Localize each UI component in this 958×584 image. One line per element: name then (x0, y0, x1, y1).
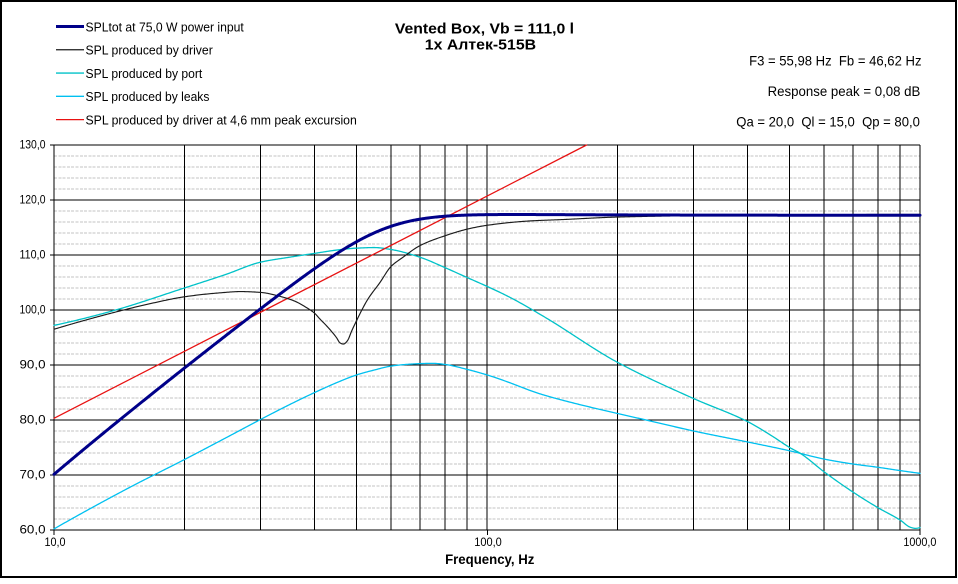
svg-text:Qa = 20,0 Ql = 15,0 Qp = 80,: Qa = 20,0 Ql = 15,0 Qp = 80,0 (736, 113, 920, 129)
svg-text:120,0: 120,0 (20, 194, 46, 206)
svg-text:90,0: 90,0 (20, 359, 46, 371)
svg-text:100,0: 100,0 (20, 304, 46, 316)
svg-text:60,0: 60,0 (20, 524, 46, 536)
svg-text:F3 = 55,98 Hz Fb = 46,62 Hz: F3 = 55,98 Hz Fb = 46,62 Hz (749, 53, 921, 69)
svg-text:Vented Box, Vb = 111,0 l: Vented Box, Vb = 111,0 l (395, 20, 574, 37)
svg-text:80,0: 80,0 (20, 414, 46, 426)
svg-text:SPL produced by driver: SPL produced by driver (86, 44, 213, 58)
svg-text:SPL produced by port: SPL produced by port (86, 67, 203, 81)
svg-text:1000,0: 1000,0 (903, 537, 936, 549)
svg-text:100,0: 100,0 (474, 537, 502, 549)
svg-text:110,0: 110,0 (20, 249, 46, 261)
svg-text:130,0: 130,0 (20, 139, 46, 151)
svg-text:10,0: 10,0 (45, 537, 66, 549)
svg-text:70,0: 70,0 (20, 469, 46, 481)
svg-text:1x Алтек-515В: 1x Алтек-515В (425, 36, 536, 53)
svg-text:SPLtot at 75,0 W power input: SPLtot at 75,0 W power input (86, 20, 245, 34)
svg-text:SPL produced by driver at 4,6: SPL produced by driver at 4,6 mm peak ex… (86, 114, 357, 128)
svg-text:Response peak = 0,08 dB: Response peak = 0,08 dB (768, 83, 921, 99)
svg-text:Frequency, Hz: Frequency, Hz (445, 551, 534, 567)
svg-text:SPL produced by leaks: SPL produced by leaks (86, 90, 210, 104)
